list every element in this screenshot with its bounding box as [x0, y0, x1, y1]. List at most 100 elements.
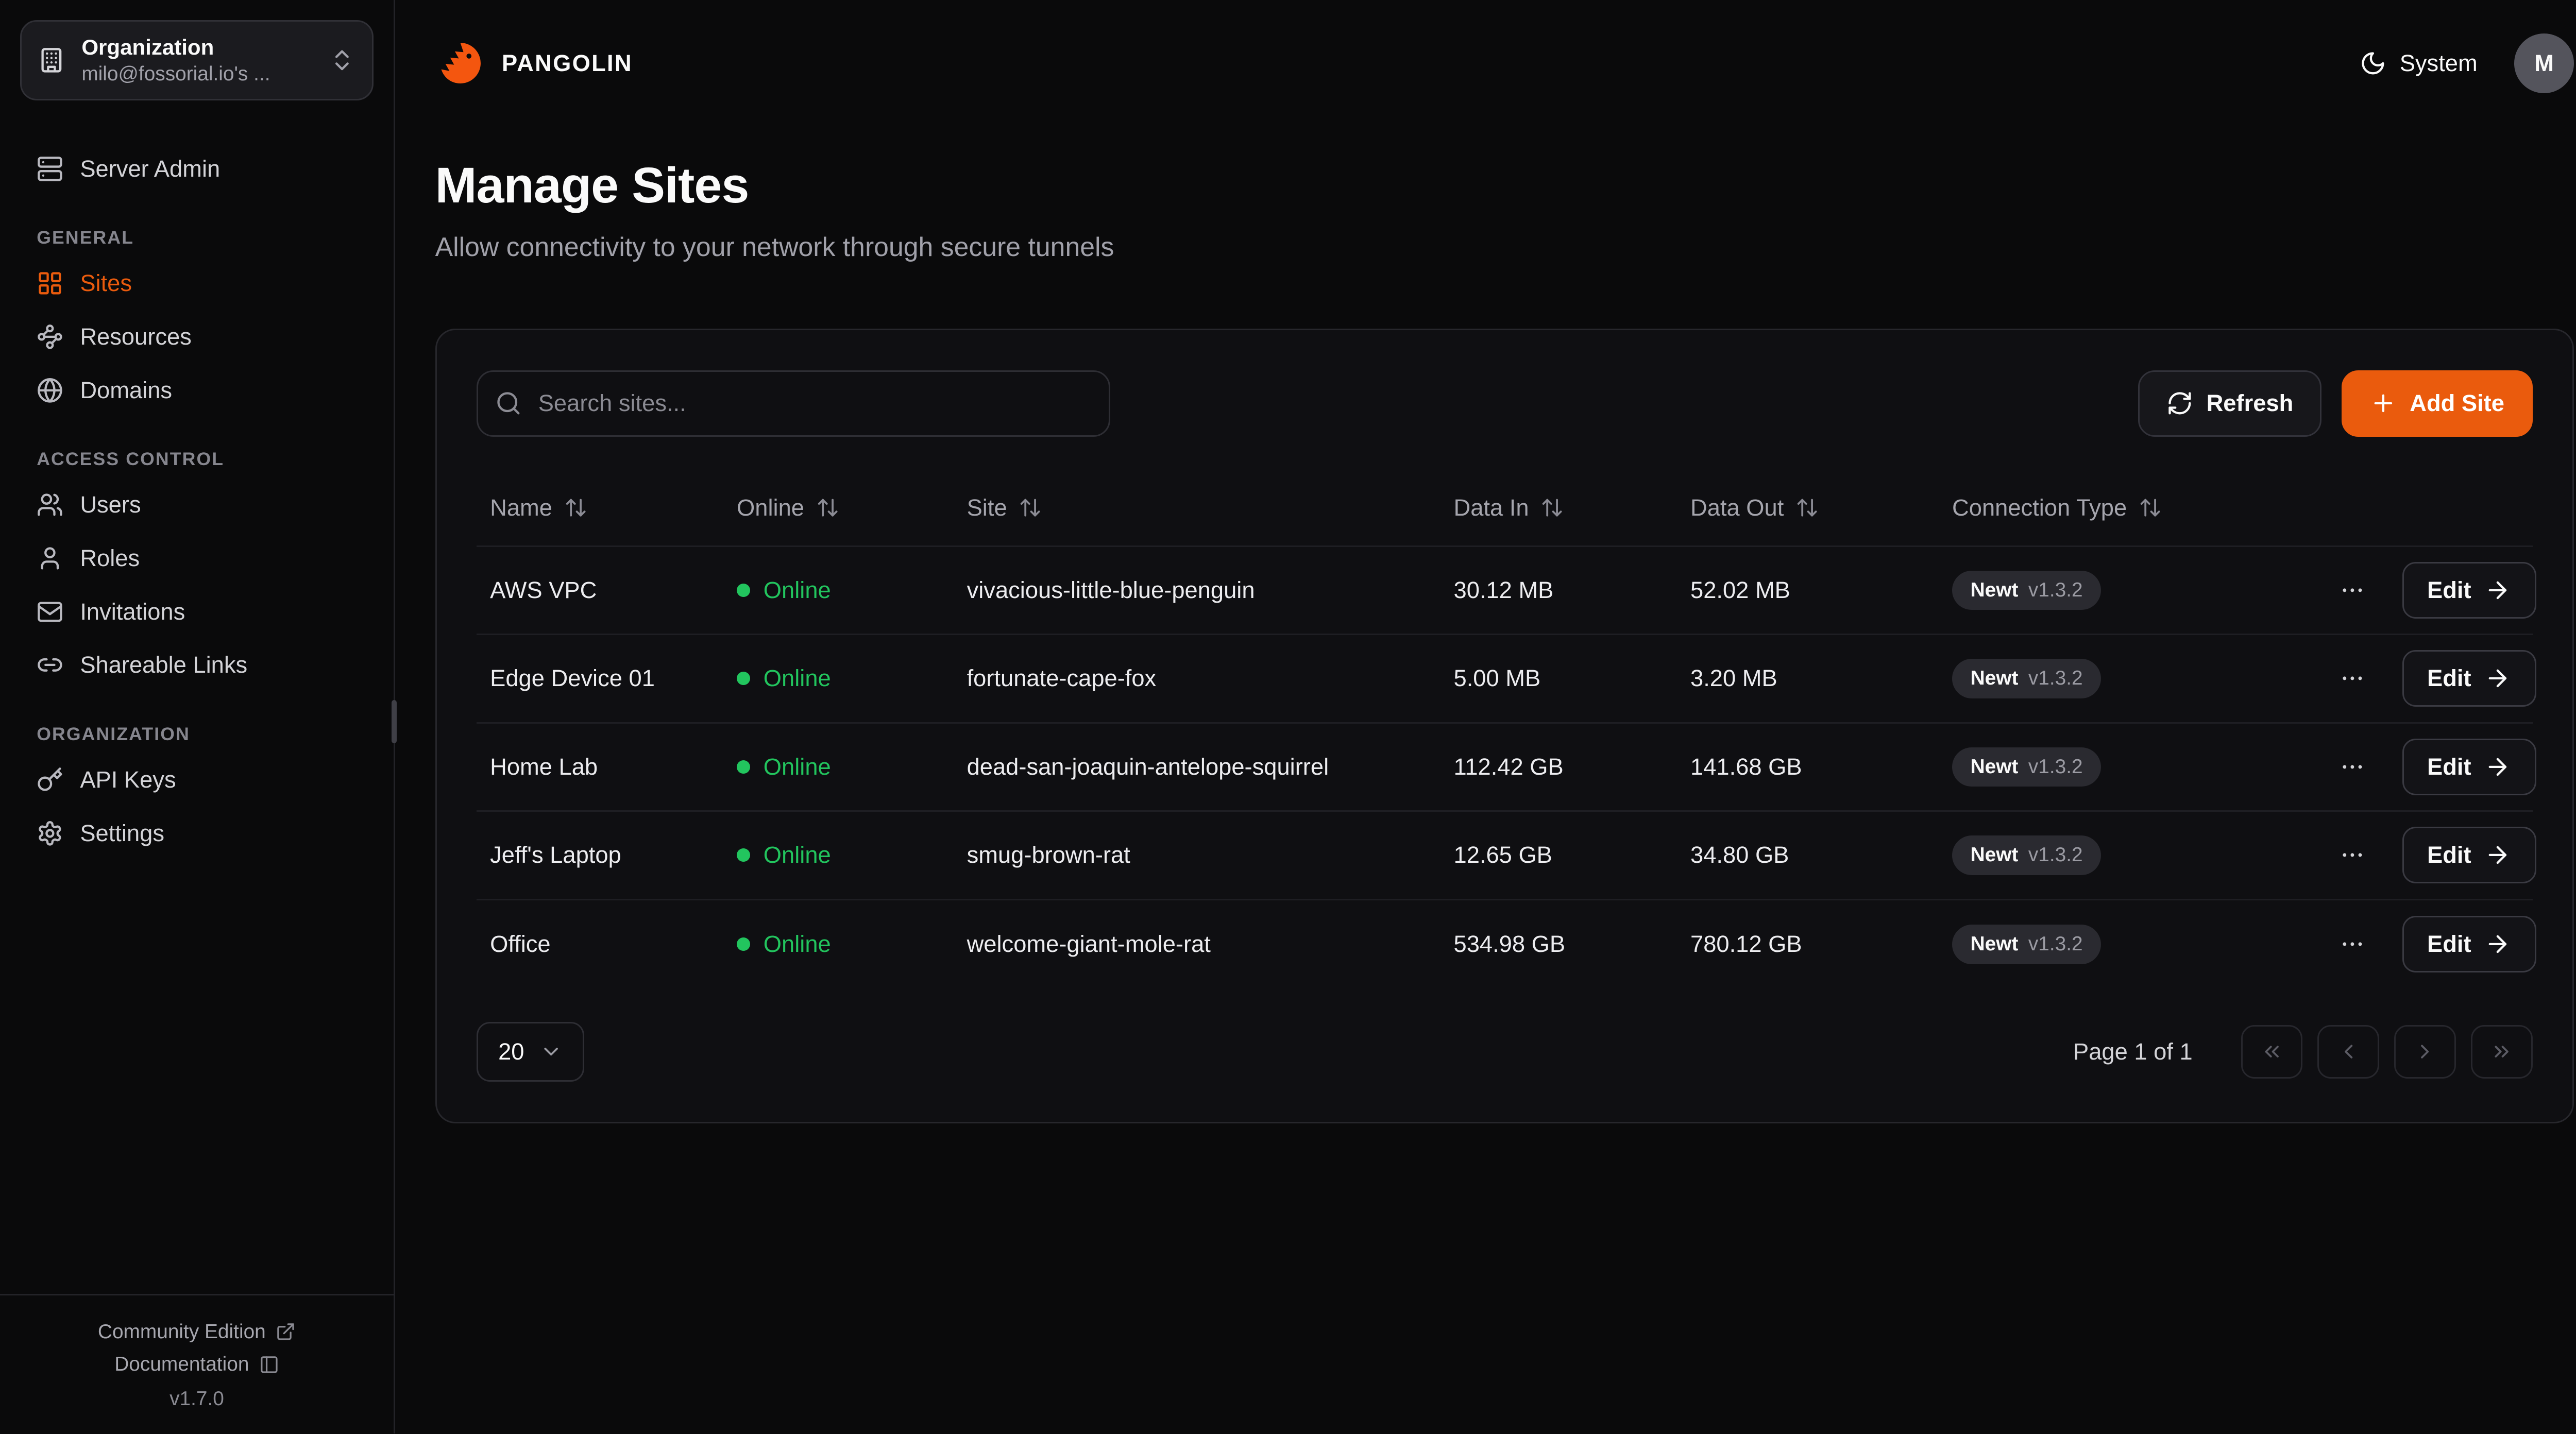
site-name-cell: Jeff's Laptop — [490, 842, 621, 868]
column-label: Connection Type — [1952, 494, 2127, 521]
theme-toggle-button[interactable]: System — [2360, 50, 2478, 77]
documentation-link[interactable]: Documentation — [0, 1348, 394, 1380]
users-icon — [37, 491, 63, 518]
page-size-value: 20 — [498, 1038, 524, 1065]
column-header-data-in[interactable]: Data In — [1454, 494, 1691, 521]
connection-type-cell: Newt v1.3.2 — [1952, 925, 2332, 964]
sidebar-item-settings[interactable]: Settings — [20, 808, 374, 858]
pagination-last-button[interactable] — [2471, 1025, 2533, 1079]
arrow-right-icon — [2484, 842, 2511, 868]
page-indicator: Page 1 of 1 — [2073, 1038, 2193, 1065]
connection-type-cell: Newt v1.3.2 — [1952, 570, 2332, 610]
connection-type-badge: Newt v1.3.2 — [1952, 747, 2102, 787]
column-label: Data Out — [1690, 494, 1784, 521]
community-edition-link[interactable]: Community Edition — [0, 1316, 394, 1348]
row-menu-button[interactable] — [2332, 925, 2372, 965]
sidebar-item-shareable-links[interactable]: Shareable Links — [20, 640, 374, 690]
pagination: Page 1 of 1 — [2073, 1025, 2533, 1079]
sidebar-item-domains[interactable]: Domains — [20, 365, 374, 415]
chevrons-left-icon — [2260, 1040, 2283, 1063]
edit-button-label: Edit — [2427, 931, 2471, 958]
column-label: Online — [737, 494, 804, 521]
data-out-cell: 34.80 GB — [1690, 842, 1789, 868]
site-id-cell: welcome-giant-mole-rat — [967, 931, 1211, 958]
version-label: v1.7.0 — [170, 1387, 224, 1410]
connection-version: v1.3.2 — [2028, 755, 2083, 778]
table-footer: 20 Page 1 of 1 — [477, 1021, 2533, 1082]
sidebar-item-invitations[interactable]: Invitations — [20, 587, 374, 637]
building-icon — [38, 47, 65, 74]
row-actions-cell: Edit — [2332, 916, 2536, 973]
sidebar-section-access-control: ACCESS CONTROL — [37, 449, 225, 470]
table-row: Home Lab Online dead-san-joaquin-antelop… — [477, 724, 2536, 812]
sidebar-resize-handle[interactable] — [392, 700, 397, 744]
row-menu-button[interactable] — [2332, 570, 2372, 610]
search-container — [477, 370, 1110, 437]
arrow-right-icon — [2484, 577, 2511, 604]
sidebar-item-sites[interactable]: Sites — [20, 259, 374, 309]
sidebar-item-users[interactable]: Users — [20, 480, 374, 530]
sites-grid-icon — [37, 270, 63, 297]
online-status-dot — [737, 583, 750, 597]
row-menu-button[interactable] — [2332, 835, 2372, 876]
edit-button[interactable]: Edit — [2402, 827, 2536, 884]
connection-name: Newt — [1970, 667, 2019, 690]
refresh-button-label: Refresh — [2206, 390, 2294, 417]
online-status-label: Online — [763, 753, 831, 780]
sort-icon — [1540, 496, 1564, 519]
table-row: AWS VPC Online vivacious-little-blue-pen… — [477, 547, 2536, 636]
column-header-connection-type[interactable]: Connection Type — [1952, 494, 2332, 521]
sidebar-item-label: API Keys — [80, 766, 176, 793]
pagination-first-button[interactable] — [2241, 1025, 2303, 1079]
row-menu-button[interactable] — [2332, 659, 2372, 699]
edit-button[interactable]: Edit — [2402, 738, 2536, 795]
sidebar-item-label: Users — [80, 491, 141, 518]
sidebar-section-general: GENERAL — [37, 227, 134, 248]
edit-button[interactable]: Edit — [2402, 561, 2536, 619]
site-online-cell: Online — [737, 754, 967, 780]
column-header-online[interactable]: Online — [737, 494, 967, 521]
column-header-name[interactable]: Name — [490, 494, 737, 521]
toolbar-actions: Refresh Add Site — [2138, 370, 2533, 437]
edit-button[interactable]: Edit — [2402, 650, 2536, 707]
sidebar-item-server-admin[interactable]: Server Admin — [20, 144, 374, 194]
site-id-cell: smug-brown-rat — [967, 842, 1130, 868]
sidebar-item-resources[interactable]: Resources — [20, 312, 374, 362]
mail-icon — [37, 599, 63, 625]
column-label: Name — [490, 494, 552, 521]
column-header-site[interactable]: Site — [967, 494, 1454, 521]
topbar: PANGOLIN System M — [395, 0, 2576, 110]
sites-toolbar: Refresh Add Site — [477, 370, 2533, 437]
online-status-dot — [737, 760, 750, 774]
column-header-data-out[interactable]: Data Out — [1690, 494, 1952, 521]
sort-icon — [816, 496, 839, 519]
connection-version: v1.3.2 — [2028, 933, 2083, 955]
add-site-button[interactable]: Add Site — [2341, 370, 2533, 437]
edit-button[interactable]: Edit — [2402, 916, 2536, 973]
data-in-cell: 5.00 MB — [1453, 665, 1541, 692]
site-name-cell: AWS VPC — [490, 576, 597, 603]
arrow-right-icon — [2484, 931, 2511, 958]
sidebar-item-api-keys[interactable]: API Keys — [20, 755, 374, 805]
page-title: Manage Sites — [435, 157, 750, 214]
connection-type-cell: Newt v1.3.2 — [1952, 659, 2332, 698]
row-menu-button[interactable] — [2332, 747, 2372, 787]
sidebar-item-roles[interactable]: Roles — [20, 533, 374, 583]
pagination-next-button[interactable] — [2394, 1025, 2456, 1079]
sort-icon — [2139, 496, 2162, 519]
topbar-right: System M — [2360, 33, 2574, 94]
documentation-label: Documentation — [114, 1353, 249, 1376]
arrow-right-icon — [2484, 665, 2511, 692]
page-size-select[interactable]: 20 — [477, 1021, 584, 1082]
online-status-dot — [737, 848, 750, 862]
sidebar-nav: Server Admin GENERAL Sites Resources Dom — [0, 141, 394, 858]
site-name-cell: Office — [490, 931, 551, 958]
avatar[interactable]: M — [2514, 33, 2574, 94]
pagination-prev-button[interactable] — [2317, 1025, 2380, 1079]
column-label: Site — [967, 494, 1007, 521]
refresh-button[interactable]: Refresh — [2138, 370, 2322, 437]
org-picker[interactable]: Organization milo@fossorial.io's ... — [20, 20, 374, 101]
connection-name: Newt — [1970, 844, 2019, 866]
search-input[interactable] — [477, 370, 1110, 437]
globe-icon — [37, 377, 63, 404]
